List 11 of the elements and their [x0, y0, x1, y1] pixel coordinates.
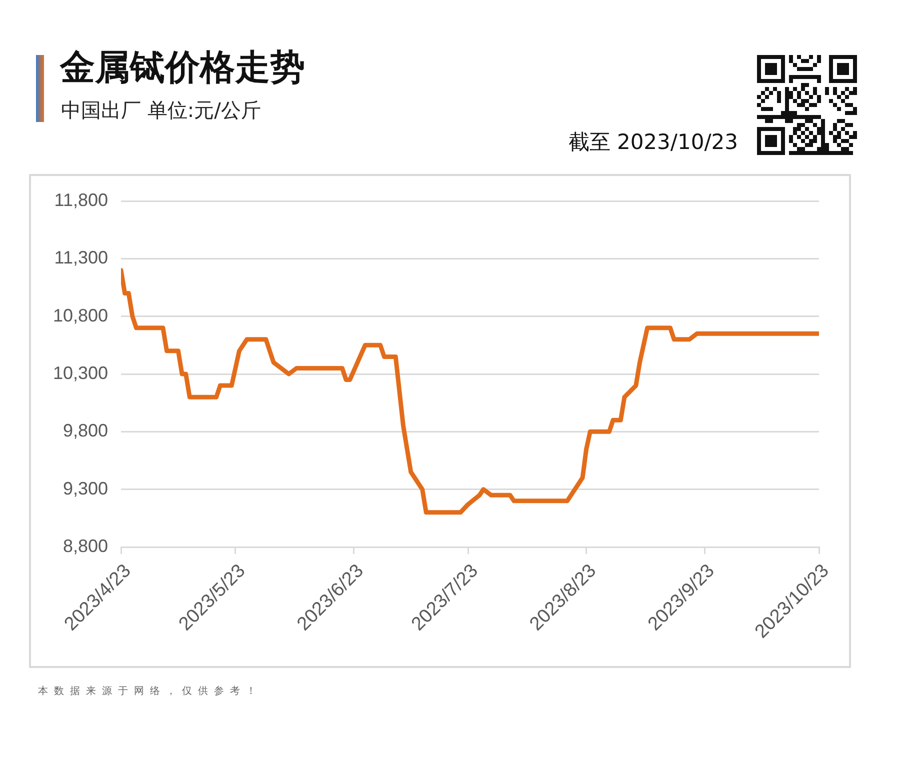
text: 本数据来源于网络，仅供参考！ — [38, 684, 262, 699]
y-tick-label: 11,800 — [54, 190, 108, 210]
text: 截至 2023/10/23 — [568, 129, 738, 156]
y-tick-label: 10,800 — [52, 305, 108, 326]
y-tick-label: 9,300 — [62, 478, 108, 498]
y-tick-label: 9,800 — [62, 420, 108, 441]
y-tick-label: 11,300 — [54, 248, 108, 268]
chart-title: 金属铽价格走势 — [60, 47, 305, 89]
y-tick-label: 10,300 — [52, 362, 108, 383]
chart-subtitle: 中国出厂 单位:元/公斤 — [61, 97, 261, 123]
y-tick-label: 8,800 — [62, 536, 108, 556]
